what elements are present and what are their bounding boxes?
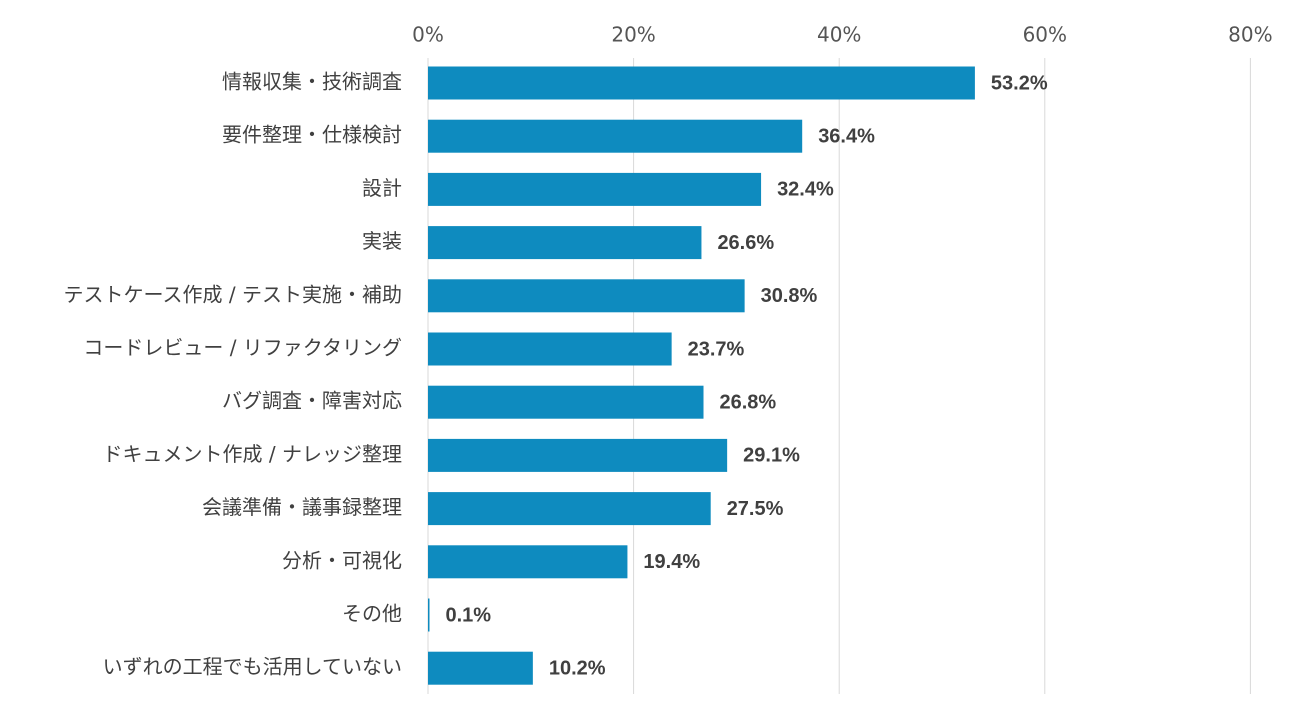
category-label: いずれの工程でも活用していない [103,655,402,679]
category-label: その他 [342,602,402,626]
bar [428,332,672,366]
category-label: 分析・可視化 [282,548,402,572]
bar [428,545,628,579]
x-tick-label: 0% [412,23,444,47]
x-tick-label: 20% [611,23,655,47]
data-label: 10.2% [549,657,606,679]
category-label: 会議準備・議事録整理 [202,495,402,519]
category-label: 情報収集・技術調査 [222,70,402,94]
bar [428,172,762,206]
x-axis-ticks: 0% 20% 40% 60% 80% [412,23,1272,47]
data-label: 53.2% [991,72,1048,94]
x-tick-label: 40% [817,23,861,47]
gridlines [427,58,1251,694]
x-tick-label: 60% [1023,23,1067,47]
data-label: 30.8% [761,285,818,307]
category-label: コードレビュー / リファクタリング [83,336,402,360]
bar [428,492,711,526]
bar [428,598,430,632]
data-label: 32.4% [777,179,834,201]
category-label: ドキュメント作成 / ナレッジ整理 [103,442,402,466]
bar [428,279,745,313]
data-label: 26.6% [717,232,774,254]
bar [428,66,975,100]
category-label: 設計 [362,176,402,200]
data-label: 0.1% [446,604,492,626]
data-label: 23.7% [688,338,745,360]
value-labels: 53.2% 36.4% 32.4% 26.6% 30.8% 23.7% 26.8% 29.1%… [446,72,1048,679]
category-label: バグ調査・障害対応 [222,389,402,413]
bars [428,66,975,685]
data-label: 19.4% [643,551,700,573]
category-label: 要件整理・仕様検討 [222,123,402,147]
data-label: 29.1% [743,445,800,467]
data-label: 36.4% [818,125,875,147]
bar [428,385,704,419]
x-tick-label: 80% [1228,23,1272,47]
category-label: テストケース作成 / テスト実施・補助 [64,282,402,306]
bar [428,226,702,260]
bar [428,651,533,685]
category-label: 実装 [362,229,402,253]
data-label: 27.5% [727,498,784,520]
bar [428,438,728,472]
data-label: 26.8% [720,391,777,413]
bar [428,119,803,153]
